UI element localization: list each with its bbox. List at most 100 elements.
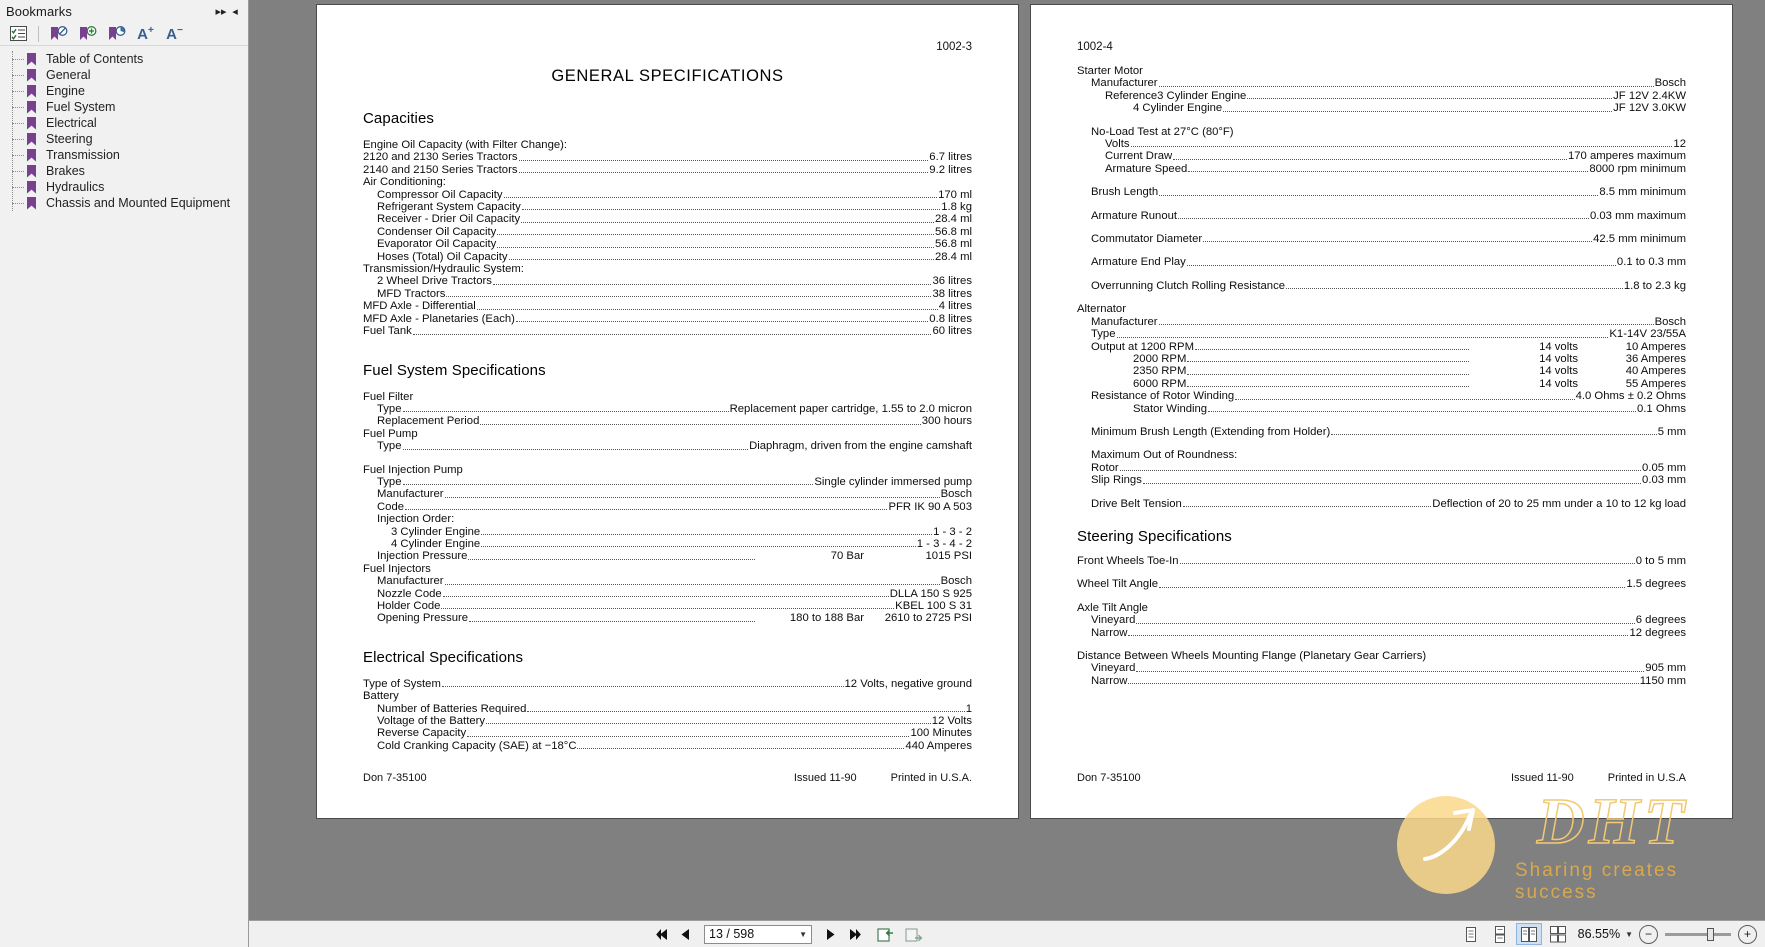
- spec-line-injection-pressure: Injection Pressure 70 Bar 1015 PSI: [363, 550, 972, 562]
- chevron-down-icon[interactable]: ▼: [799, 929, 807, 939]
- spec-line-wheel-tilt-angle: Wheel Tilt Angle 1.5 degrees: [1077, 578, 1686, 590]
- bookmark-item-fuel-system[interactable]: Fuel System: [0, 99, 248, 115]
- leader-dots: [1203, 241, 1593, 243]
- spec-label: 2 Wheel Drive Tractors: [377, 275, 492, 288]
- first-page-icon[interactable]: [651, 924, 673, 945]
- spec-line-opening-pressure: Opening Pressure 180 to 188 Bar 2610 to 27…: [363, 612, 972, 624]
- bookmark-options-icon[interactable]: [4, 23, 33, 45]
- spec-label: Opening Pressure: [377, 612, 469, 625]
- zoom-slider[interactable]: [1665, 927, 1731, 941]
- spec-line-overrunning-clutch-rolling-resistance: Overrunning Clutch Rolling Resistance 1.8…: [1077, 280, 1686, 292]
- page-number-left: 1002-3: [936, 41, 972, 53]
- spec-value: 1.8 to 2.3 kg: [1623, 279, 1686, 292]
- spec-line-hoses-total-oil-capacity: Hoses (Total) Oil Capacity 28.4 ml: [363, 251, 972, 263]
- spec-line-nozzle-code: Nozzle Code DLLA 150 S 925: [363, 588, 972, 600]
- spec-label: Starter Motor: [1077, 65, 1143, 77]
- spec-label: Refrigerant System Capacity: [377, 201, 521, 214]
- spec-line-code: Code PFR IK 90 A 503: [363, 501, 972, 513]
- delete-bookmark-icon[interactable]: [44, 23, 73, 45]
- double-chevron-right-icon[interactable]: ▸▸: [215, 5, 227, 18]
- next-view-icon[interactable]: [901, 923, 927, 945]
- spec-value: 0.8 litres: [929, 312, 972, 325]
- bookmark-item-hydraulics[interactable]: Hydraulics: [0, 179, 248, 195]
- bookmark-label: Transmission: [46, 148, 120, 162]
- spec-value-secondary: 2610 to 2725 PSI: [884, 612, 972, 625]
- bookmark-label: Steering: [46, 132, 93, 146]
- decrease-text-size-icon[interactable]: A−: [166, 24, 183, 43]
- spec-label: Engine Oil Capacity (with Filter Change)…: [363, 139, 568, 151]
- leader-dots: [481, 533, 933, 535]
- chevron-left-icon[interactable]: ◂: [232, 5, 238, 18]
- next-page-icon[interactable]: [819, 924, 841, 945]
- leader-dots: [1119, 470, 1642, 472]
- spec-value: 170 ml: [938, 188, 972, 201]
- spec-label: Armature Speed: [1105, 162, 1188, 175]
- right-page-sections: Starter Motor Manufacturer Bosch Reference3…: [1077, 65, 1686, 687]
- continuous-scroll-icon[interactable]: [1487, 923, 1513, 945]
- single-page-view-icon[interactable]: [1458, 923, 1484, 945]
- page-footer-right: Don 7-35100 Issued 11-90 Printed in U.S.…: [1077, 772, 1686, 784]
- document-viewport[interactable]: 1002-3 GENERAL SPECIFICATIONS Capacities…: [249, 0, 1765, 920]
- bookmark-item-steering[interactable]: Steering: [0, 131, 248, 147]
- zoom-in-icon[interactable]: +: [1738, 924, 1757, 944]
- leader-dots: [1142, 482, 1642, 484]
- leader-dots: [1187, 361, 1469, 363]
- previous-page-icon[interactable]: [675, 924, 697, 945]
- spec-label: Receiver - Drier Oil Capacity: [377, 213, 521, 226]
- bookmarks-toolbar: A+ A−: [0, 22, 248, 46]
- spec-line-mfd-axle-differential: MFD Axle - Differential 4 litres: [363, 300, 972, 312]
- spec-label: 4 Cylinder Engine: [391, 537, 481, 550]
- spec-line-condenser-oil-capacity: Condenser Oil Capacity 56.8 ml: [363, 226, 972, 238]
- last-page-icon[interactable]: [843, 924, 865, 945]
- spec-label: 2140 and 2150 Series Tractors: [363, 163, 518, 176]
- spec-label: Evaporator Oil Capacity: [377, 238, 497, 251]
- spec-line-distance-between-wheels-mounting-flange-planetar: Distance Between Wheels Mounting Flange …: [1077, 650, 1686, 662]
- two-page-scroll-icon[interactable]: [1545, 923, 1571, 945]
- spec-line-mfd-axle-planetaries-each: MFD Axle - Planetaries (Each) 0.8 litres: [363, 313, 972, 325]
- spec-label: MFD Axle - Differential: [363, 300, 476, 313]
- spec-value: Single cylinder immersed pump: [814, 475, 972, 488]
- spec-value-secondary: 55 Amperes: [1625, 377, 1686, 390]
- spec-line-cold-cranking-capacity-sae-at-18-c: Cold Cranking Capacity (SAE) at −18°C 440…: [363, 740, 972, 752]
- leader-dots: [469, 620, 755, 622]
- leader-dots: [518, 159, 929, 161]
- chevron-down-icon[interactable]: ▼: [1625, 929, 1633, 939]
- bookmark-item-electrical[interactable]: Electrical: [0, 115, 248, 131]
- spec-line-battery: Battery: [363, 690, 972, 702]
- leader-dots: [1178, 218, 1589, 220]
- spec-label: Manufacturer: [1091, 315, 1158, 328]
- spec-value: 8.5 mm minimum: [1599, 186, 1686, 199]
- bookmark-item-transmission[interactable]: Transmission: [0, 147, 248, 163]
- spec-line-fuel-tank: Fuel Tank 60 litres: [363, 325, 972, 337]
- zoom-slider-thumb[interactable]: [1707, 927, 1714, 941]
- spec-label: 2000 RPM: [1133, 352, 1187, 365]
- bookmark-flag-icon: [26, 116, 37, 130]
- spec-value: 60 litres: [932, 325, 972, 338]
- spec-line-type: Type K1-14V 23/55A: [1077, 328, 1686, 340]
- previous-view-icon[interactable]: [873, 923, 899, 945]
- page-number-input[interactable]: 13 / 598 ▼: [704, 924, 812, 944]
- increase-text-size-icon[interactable]: A+: [137, 24, 154, 43]
- new-bookmark-icon[interactable]: [73, 23, 102, 45]
- spec-line-vineyard: Vineyard 6 degrees: [1077, 614, 1686, 626]
- spec-label: Battery: [363, 690, 399, 703]
- spec-line-axle-tilt-angle: Axle Tilt Angle: [1077, 602, 1686, 614]
- spacer: [1077, 175, 1686, 186]
- spec-value: 12: [1673, 138, 1686, 151]
- bookmark-item-brakes[interactable]: Brakes: [0, 163, 248, 179]
- two-page-view-icon[interactable]: [1515, 923, 1542, 945]
- edit-bookmark-icon[interactable]: [102, 23, 131, 45]
- leader-dots: [515, 321, 929, 323]
- bookmark-item-table-of-contents[interactable]: Table of Contents: [0, 51, 248, 67]
- spec-label: Volts: [1105, 138, 1130, 151]
- bookmark-item-engine[interactable]: Engine: [0, 83, 248, 99]
- footer-printed: Printed in U.S.A: [1607, 772, 1686, 784]
- bookmark-item-chassis-and-mounted-equipment[interactable]: Chassis and Mounted Equipment: [0, 195, 248, 211]
- spec-label: Stator Winding: [1133, 402, 1208, 415]
- spec-label: Slip Rings: [1091, 474, 1142, 487]
- leader-dots: [1187, 386, 1469, 388]
- spec-line-narrow: Narrow 12 degrees: [1077, 627, 1686, 639]
- zoom-out-icon[interactable]: −: [1639, 924, 1658, 944]
- bookmark-item-general[interactable]: General: [0, 67, 248, 83]
